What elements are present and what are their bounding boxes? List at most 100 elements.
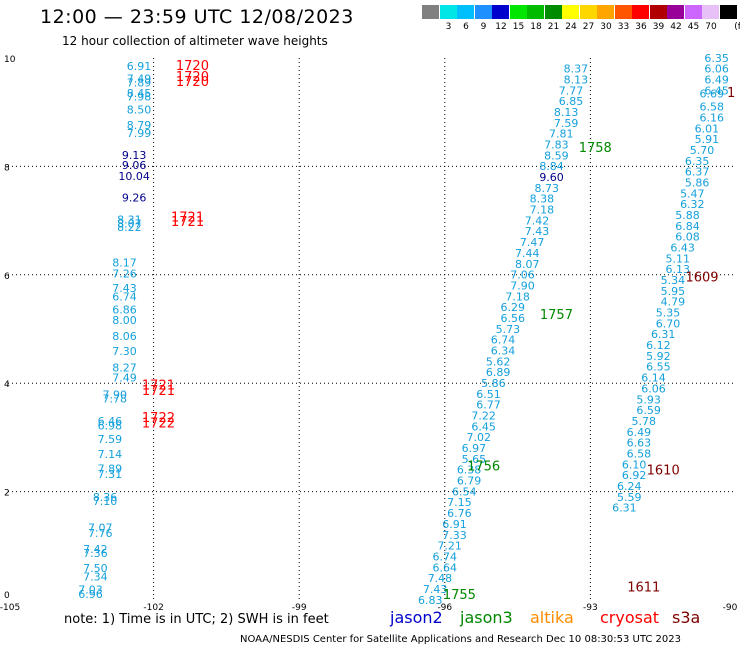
swh-value-jason3: 7.59 [554, 117, 579, 130]
swh-value-jason3: 7.43 [423, 583, 448, 596]
swh-value-jason3: 8.13 [564, 73, 589, 86]
pass-time-label: 1756 [467, 459, 500, 474]
swh-value-s3a: 6.84 [675, 220, 700, 233]
scale-label: 70 [705, 22, 717, 32]
scale-label: 9 [480, 22, 487, 32]
swh-value-jason3: 6.91 [442, 518, 467, 531]
y-tick-label: 2 [4, 489, 10, 499]
scale-label: 24 [565, 22, 577, 32]
chart-title: 12:00 — 23:59 UTC 12/08/2023 [40, 6, 354, 28]
x-tick-label: -105 [0, 603, 20, 613]
scale-unit-label: (ft) [734, 22, 740, 32]
swh-value-cryosat: 7.03 [78, 583, 103, 596]
swh-value-jason3: 8.07 [515, 258, 540, 271]
scale-label: 12 [495, 22, 507, 32]
swh-value-s3a: 5.70 [690, 144, 715, 157]
swh-value-s3a: 6.12 [646, 339, 671, 352]
scale-label: 30 [600, 22, 612, 32]
swh-value-cryosat: 10.04 [118, 170, 150, 183]
swh-value-s3a: 6.24 [617, 480, 642, 493]
swh-value-jason3: 9.60 [539, 171, 564, 184]
swh-value-jason3: 6.34 [491, 344, 516, 357]
scale-label: 3 [445, 22, 452, 32]
swh-value-jason3: 5.65 [462, 453, 487, 466]
x-tick-label: -93 [583, 603, 598, 613]
pass-time-label: 1755 [443, 588, 476, 603]
swh-value-s3a: 5.59 [617, 491, 642, 504]
swh-value-cryosat: 7.98 [127, 90, 152, 103]
scale-swatch [684, 5, 702, 19]
swh-value-jason3: 5.73 [496, 323, 521, 336]
pass-time-label: 1721 [171, 211, 204, 226]
swh-value-jason3: 6.45 [471, 420, 496, 433]
swh-value-jason3: 7.81 [549, 128, 574, 141]
swh-value-cryosat: 9.13 [122, 149, 147, 162]
swh-value-s3a: 5.35 [656, 307, 681, 320]
swh-value-s3a: 6.43 [670, 241, 695, 254]
swh-value-jason3: 7.15 [447, 496, 472, 509]
swh-value-jason3: 7.77 [559, 84, 584, 97]
swh-value-jason3: 6.54 [452, 485, 477, 498]
scale-label: 33 [617, 22, 630, 32]
swh-value-cryosat: 7.42 [83, 543, 108, 556]
swh-value-jason3: 6.89 [486, 366, 511, 379]
scale-label: 39 [652, 22, 665, 32]
swh-value-s3a: 5.11 [666, 252, 691, 265]
scale-swatch [422, 5, 439, 19]
scale-swatch [457, 5, 474, 19]
swh-value-jason3: 6.64 [433, 561, 458, 574]
swh-value-s3a: 6.14 [641, 372, 666, 385]
swh-value-jason3: 7.48 [428, 572, 453, 585]
swh-value-s3a: 5.78 [632, 415, 657, 428]
swh-value-cryosat: 7.99 [127, 127, 152, 140]
swh-value-cryosat: 7.90 [103, 388, 128, 401]
swh-value-s3a: 6.55 [646, 361, 671, 374]
pass-time-label: 1721 [142, 379, 175, 394]
swh-value-cryosat: 7.76 [88, 527, 113, 540]
scale-swatch [597, 5, 614, 19]
swh-value-s3a: 5.95 [661, 285, 686, 298]
swh-value-cryosat: 9.26 [122, 192, 147, 205]
scale-label: 36 [635, 22, 647, 32]
swh-value-cryosat: 7.30 [112, 345, 137, 358]
y-tick-label: 4 [4, 380, 10, 390]
scale-swatch [667, 5, 684, 19]
swh-value-jason3: 8.13 [554, 106, 579, 119]
swh-value-jason3: 7.22 [471, 410, 496, 423]
chart-subtitle: 12 hour collection of altimeter wave hei… [62, 34, 328, 48]
swh-value-jason3: 7.83 [544, 139, 569, 152]
swh-value-cryosat: 7.31 [98, 468, 123, 481]
scale-label: 45 [687, 22, 700, 32]
swh-value-jason3: 8.59 [544, 149, 569, 162]
swh-value-jason3: 6.51 [476, 388, 501, 401]
swh-value-s3a: 5.86 [685, 176, 710, 189]
swh-value-s3a: 6.37 [685, 166, 710, 179]
swh-value-jason3: 7.02 [467, 431, 492, 444]
swh-value-jason3: 8.84 [539, 160, 564, 173]
swh-value-jason3: 6.29 [500, 301, 525, 314]
swh-value-jason3: 7.90 [510, 279, 535, 292]
scale-swatch [439, 5, 457, 19]
swh-value-jason3: 6.74 [433, 550, 458, 563]
swh-value-s3a: 4.79 [661, 296, 686, 309]
swh-value-jason3: 6.83 [418, 594, 443, 607]
swh-value-cryosat: 8.31 [117, 213, 142, 226]
swh-value-cryosat: 6.74 [112, 290, 137, 303]
scale-label: 27 [582, 22, 595, 32]
swh-value-jason3: 8.37 [564, 63, 589, 76]
swh-value-s3a: 6.69 [699, 88, 724, 101]
swh-value-s3a: 6.70 [656, 317, 681, 330]
scale-label: 15 [512, 22, 525, 32]
swh-value-s3a: 6.58 [627, 447, 652, 460]
swh-value-s3a: 6.59 [636, 404, 661, 417]
swh-value-jason3: 6.38 [457, 464, 482, 477]
legend-jason3: jason3 [460, 608, 513, 627]
scale-swatch [474, 5, 492, 19]
swh-value-cryosat: 8.45 [127, 87, 152, 100]
x-tick-label: -99 [292, 603, 307, 613]
swh-value-s3a: 6.16 [699, 111, 724, 124]
swh-value-s3a: 6.35 [685, 155, 710, 168]
swh-value-jason3: 6.85 [559, 95, 584, 108]
swh-value-s3a: 6.31 [612, 502, 637, 515]
swh-value-s3a: 6.06 [704, 63, 729, 76]
